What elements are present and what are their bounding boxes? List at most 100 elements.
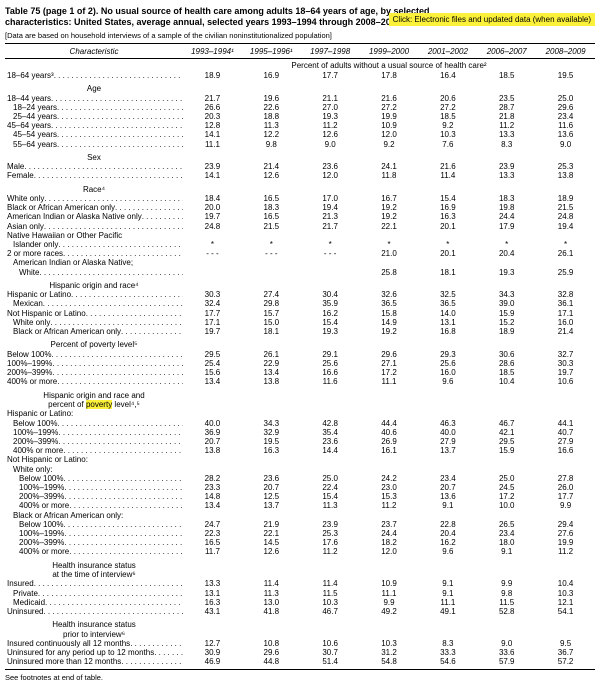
footnote-reference: See footnotes at end of table. <box>5 672 103 682</box>
row-label-line: Asian only . . . . . . . . . . . . . . .… <box>5 222 183 231</box>
table-cell: 24.2 <box>381 473 397 483</box>
table-cell: 9.0 <box>501 639 513 649</box>
table-cell: 19.4 <box>322 203 338 213</box>
table-cell: 10.6 <box>322 639 338 649</box>
table-cell: 13.7 <box>263 501 280 511</box>
row-label-line: Black or African American only . . . . .… <box>5 203 183 212</box>
table-cell: 20.1 <box>440 249 456 259</box>
section-header-line: Hispanic origin and race and <box>5 391 183 400</box>
table-cell: 29.6 <box>381 349 397 359</box>
table-row: Private . . . . . . . . . . . . . . . . … <box>5 589 595 598</box>
table-row: 18–64 years³ . . . . . . . . . . . . . .… <box>5 71 595 80</box>
section-header-text: level⁴,⁵ <box>112 399 140 409</box>
table-cell: 49.2 <box>381 607 397 616</box>
table-cell: 18.3 <box>263 203 280 213</box>
dot-leader: . . . . . . . . . . . . . . . . . . . . … <box>69 501 183 511</box>
table-row: Below 100% . . . . . . . . . . . . . . .… <box>5 419 595 428</box>
dot-leader: . . . . . . . . . . . . . . . . . . . . … <box>63 446 183 456</box>
table-cell: 33.3 <box>440 648 456 658</box>
table-cell: 18.9 <box>557 194 574 204</box>
dot-leader: . . . . . . . . . . . . . . . . . . . . … <box>121 657 183 667</box>
dot-leader: . . . . . . . . . . . . . . . . . . . . … <box>39 267 183 277</box>
section-header: Hispanic origin and race and percent of p… <box>5 391 183 410</box>
row-label-text: Below 100% <box>19 473 64 483</box>
row-label: 400% or more . . . . . . . . . . . . . .… <box>5 446 183 455</box>
row-label: 200%–399% . . . . . . . . . . . . . . . … <box>5 437 183 446</box>
table-cell: 25.3 <box>322 528 338 538</box>
table-cell: 46.7 <box>498 418 515 428</box>
table-row: Insured . . . . . . . . . . . . . . . . … <box>5 579 595 588</box>
row-label: 45–64 years . . . . . . . . . . . . . . … <box>5 121 183 130</box>
table-cell: 20.4 <box>498 249 515 259</box>
row-label-text: Below 100% <box>19 519 64 529</box>
table-cell: 12.2 <box>263 130 280 140</box>
table-cell: 10.0 <box>498 501 515 511</box>
table-cell: 34.3 <box>263 418 280 428</box>
section-header-text: Race⁴ <box>82 184 106 194</box>
row-label: 45–54 years . . . . . . . . . . . . . . … <box>5 130 183 139</box>
table-cell: 13.0 <box>263 597 280 607</box>
row-label-text: 400% or more <box>13 446 64 456</box>
table-cell: 9.8 <box>501 588 513 598</box>
electronic-files-link[interactable]: Click: Electronic files and updated data… <box>388 13 595 26</box>
table-cell: 13.6 <box>440 492 456 502</box>
row-label-line: Male . . . . . . . . . . . . . . . . . .… <box>5 162 183 171</box>
row-label-line: 45–54 years . . . . . . . . . . . . . . … <box>5 130 183 139</box>
table-cell: 17.7 <box>204 308 221 318</box>
table-cell: 21.1 <box>322 93 338 103</box>
table-row: 200%–399% . . . . . . . . . . . . . . . … <box>5 437 595 446</box>
table-cell: 17.2 <box>498 492 515 502</box>
table-cell: 32.4 <box>204 299 221 309</box>
row-label-line: 100%–199% . . . . . . . . . . . . . . . … <box>5 428 183 437</box>
row-label-line: White . . . . . . . . . . . . . . . . . … <box>5 268 183 277</box>
table-cell: 13.8 <box>557 171 574 181</box>
table-cell: 15.9 <box>498 308 515 318</box>
row-label-line: 100%–199% . . . . . . . . . . . . . . . … <box>5 359 183 368</box>
row-label-line: Native Hawaiian or Other Pacific <box>7 230 123 240</box>
table-cell: 21.7 <box>204 93 221 103</box>
table-cell: 23.9 <box>204 162 221 172</box>
row-label: White only . . . . . . . . . . . . . . .… <box>5 318 183 327</box>
row-label: White only: <box>5 465 183 474</box>
table-cell: 10.4 <box>498 377 515 387</box>
table-cell: 15.9 <box>498 446 515 456</box>
table-cell: 12.0 <box>322 171 338 181</box>
table-cell: 11.4 <box>263 579 279 589</box>
table-cell: 20.7 <box>204 436 221 446</box>
table-cell: 14.5 <box>263 538 280 548</box>
table-cell: 18.1 <box>440 267 456 277</box>
table-cell: 18.5 <box>440 112 456 122</box>
table-row: Not Hispanic or Latino . . . . . . . . .… <box>5 309 595 318</box>
section-header-line: Sex <box>5 153 183 162</box>
section-header-text: Hispanic origin and race⁴ <box>49 280 139 290</box>
table-cell: 11.4 <box>322 579 338 589</box>
table-cell: 12.7 <box>204 639 221 649</box>
section-header-text: percent of <box>48 399 86 409</box>
dot-leader: . . . . . . . . . . . . . . . . . . . . … <box>57 418 183 428</box>
row-label: Not Hispanic or Latino: <box>5 455 183 464</box>
table-cell: 26.0 <box>557 482 574 492</box>
table-cell: 12.6 <box>263 547 280 557</box>
row-label-line: 100%–199% . . . . . . . . . . . . . . . … <box>5 483 183 492</box>
table-cell: 24.4 <box>498 212 515 222</box>
table-row: Below 100% . . . . . . . . . . . . . . .… <box>5 520 595 529</box>
table-cell: 30.9 <box>204 648 221 658</box>
section-header: Race⁴ <box>5 185 183 194</box>
table-cell: 18.9 <box>498 327 515 337</box>
row-label-text: White only <box>13 317 51 327</box>
table-row: White only . . . . . . . . . . . . . . .… <box>5 318 595 327</box>
dot-leader: . . . . . . . . . . . . . . . . . . . . … <box>141 212 183 222</box>
row-label-line: Below 100% . . . . . . . . . . . . . . .… <box>5 350 183 359</box>
row-label-line: Hispanic or Latino . . . . . . . . . . .… <box>5 290 183 299</box>
row-label-text: 18–44 years <box>7 93 52 103</box>
table-cell: 11.6 <box>322 377 338 387</box>
table-cell: 17.1 <box>557 308 574 318</box>
table-row: Black or African American only . . . . .… <box>5 203 595 212</box>
table-cell: 21.6 <box>440 162 456 172</box>
row-label: 400% or more . . . . . . . . . . . . . .… <box>5 547 183 556</box>
table-cell: 22.3 <box>204 528 221 538</box>
table-cell: 16.9 <box>263 71 280 80</box>
row-label-line: 18–24 years . . . . . . . . . . . . . . … <box>5 103 183 112</box>
table-cell: 15.7 <box>263 308 280 318</box>
table-cell: 43.1 <box>204 607 221 616</box>
